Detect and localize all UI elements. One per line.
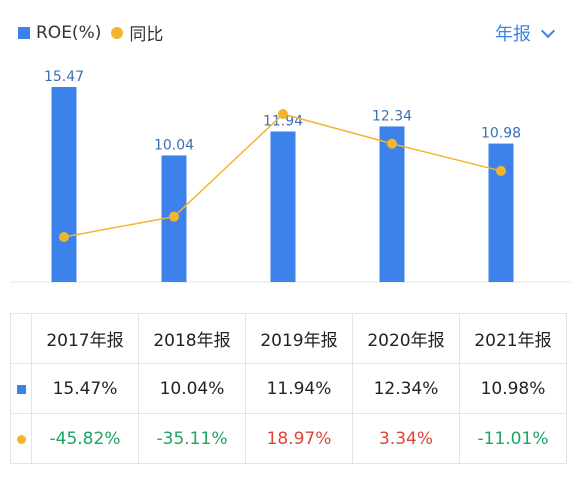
yoy-point	[278, 109, 288, 119]
data-table: 2017年报 2018年报 2019年报 2020年报 2021年报 15.47…	[10, 313, 567, 464]
yoy-2021: -11.01%	[459, 413, 567, 464]
roe-2017: 15.47%	[31, 363, 139, 414]
orange-dot-icon	[16, 434, 26, 444]
roe-bar-label: 10.04	[154, 137, 194, 153]
legend: ROE(%) 同比	[18, 20, 163, 45]
header-2017: 2017年报	[31, 313, 139, 364]
roe-2019: 11.94%	[245, 363, 353, 414]
roe-bar-label: 10.98	[481, 126, 521, 142]
yoy-2019: 18.97%	[245, 413, 353, 464]
roe-2018: 10.04%	[138, 363, 246, 414]
period-selector-label: 年报	[495, 24, 531, 45]
yoy-legend-label: 同比	[129, 25, 164, 45]
roe-bar	[488, 143, 514, 282]
yoy-legend-swatch	[111, 26, 124, 39]
roe-bar	[51, 87, 77, 282]
yoy-row: -45.82% -35.11% 18.97% 3.34% -11.01%	[10, 413, 567, 464]
roe-bar	[270, 131, 296, 282]
table-header-row: 2017年报 2018年报 2019年报 2020年报 2021年报	[10, 313, 567, 364]
yoy-2020: 3.34%	[352, 413, 460, 464]
roe-2020: 12.34%	[352, 363, 460, 414]
roe-bar-label: 12.34	[372, 108, 412, 124]
header-2018: 2018年报	[138, 313, 246, 364]
blue-square-icon	[16, 384, 26, 394]
header-corner	[10, 313, 32, 364]
roe-bar-label: 15.47	[44, 69, 84, 85]
roe-legend-swatch	[18, 26, 30, 39]
roe-row-marker	[10, 363, 32, 414]
chevron-down-icon	[540, 23, 556, 38]
roe-row: 15.47% 10.04% 11.94% 12.34% 10.98%	[10, 363, 567, 414]
roe-bar	[379, 126, 405, 282]
header-2020: 2020年报	[352, 313, 460, 364]
period-selector[interactable]: 年报	[495, 20, 556, 46]
yoy-point	[59, 232, 69, 242]
roe-2021: 10.98%	[459, 363, 567, 414]
yoy-point	[169, 211, 179, 222]
yoy-2018: -35.11%	[138, 413, 246, 464]
yoy-row-marker	[10, 413, 32, 464]
yoy-point	[387, 138, 397, 149]
roe-legend-label: ROE(%)	[36, 22, 102, 43]
header-2019: 2019年报	[245, 313, 353, 364]
yoy-point	[496, 165, 506, 176]
yoy-2017: -45.82%	[31, 413, 139, 464]
header-2021: 2021年报	[459, 313, 567, 364]
